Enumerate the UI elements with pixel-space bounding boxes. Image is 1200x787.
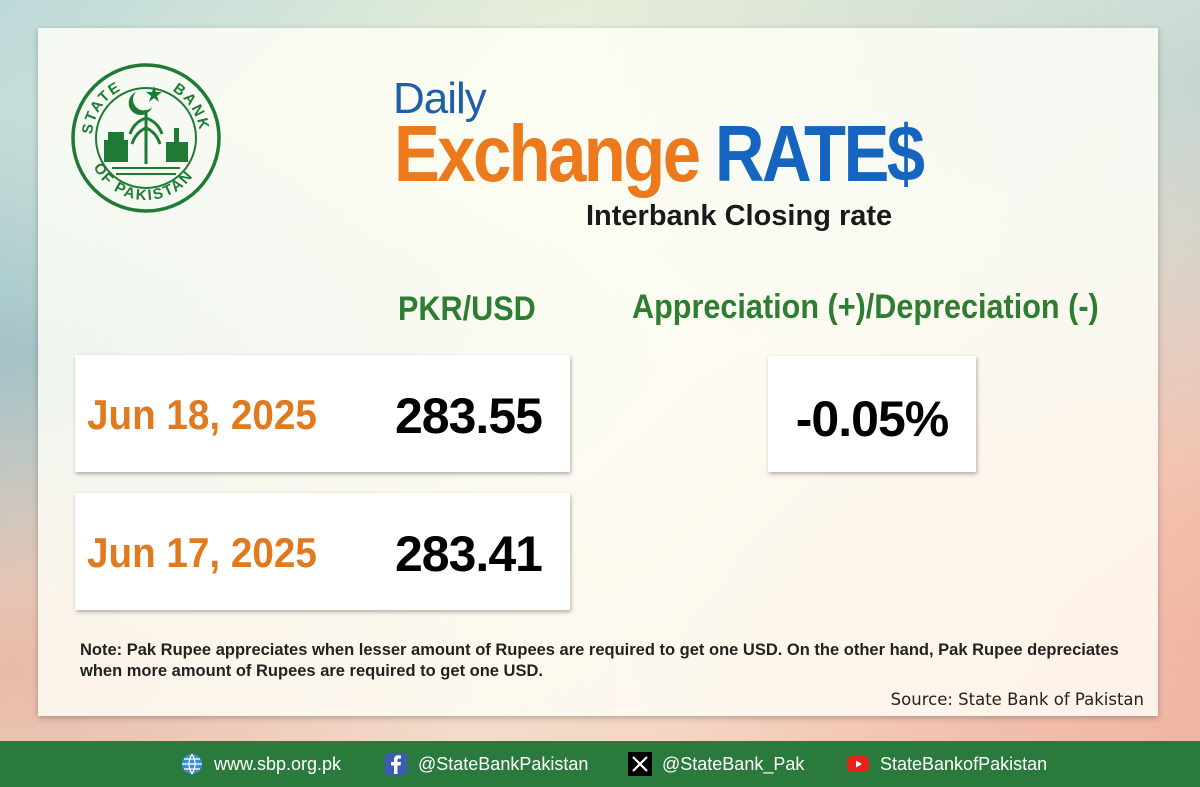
change-box: -0.05% (768, 356, 976, 472)
rate-row: Jun 18, 2025 283.55 (75, 355, 570, 472)
footer-x-text: @StateBank_Pak (662, 753, 805, 774)
rate-row: Jun 17, 2025 283.41 (75, 493, 570, 610)
footer-youtube-text: StateBankofPakistan (880, 753, 1048, 774)
page-subtitle: Interbank Closing rate (586, 200, 893, 232)
column-header-pkr-usd: PKR/USD (398, 290, 536, 328)
note-text: Note: Pak Rupee appreciates when lesser … (80, 641, 1119, 680)
footer-facebook-text: @StateBankPakistan (418, 753, 589, 774)
youtube-icon (846, 752, 870, 776)
title-exchange-rates: Exchange RATE$ (394, 109, 925, 198)
title-daily: Daily (393, 74, 487, 123)
footer-x-link[interactable]: @StateBank_Pak (628, 751, 804, 777)
state-bank-seal-logo: STATE BANK OF PAKISTAN (71, 63, 221, 213)
footer-bar: www.sbp.org.pk @StateBankPakistan @State… (0, 741, 1200, 787)
title-exchange: Exchange (394, 109, 701, 198)
globe-icon (180, 752, 204, 776)
footer-youtube-link[interactable]: StateBankofPakistan (846, 751, 1047, 777)
column-header-change: Appreciation (+)/Depreciation (-) (632, 288, 1099, 326)
rate-value: 283.41 (395, 526, 543, 582)
rate-date: Jun 18, 2025 (87, 391, 317, 438)
facebook-icon (384, 752, 408, 776)
change-value: -0.05% (795, 391, 949, 447)
svg-text:STATE: STATE (79, 78, 124, 135)
footer-website-text: www.sbp.org.pk (214, 753, 342, 774)
title-rates: RATE$ (714, 109, 925, 198)
rate-date: Jun 17, 2025 (87, 529, 317, 576)
source-text: Source: State Bank of Pakistan (890, 690, 1144, 709)
footer-facebook-link[interactable]: @StateBankPakistan (384, 751, 588, 777)
x-icon (628, 752, 652, 776)
footer-website-link[interactable]: www.sbp.org.pk (180, 751, 341, 777)
logo-left-text: STATE (79, 78, 122, 135)
logo-right-text: BANK (170, 80, 211, 133)
rate-value: 283.55 (395, 388, 543, 444)
svg-text:BANK: BANK (170, 80, 213, 133)
